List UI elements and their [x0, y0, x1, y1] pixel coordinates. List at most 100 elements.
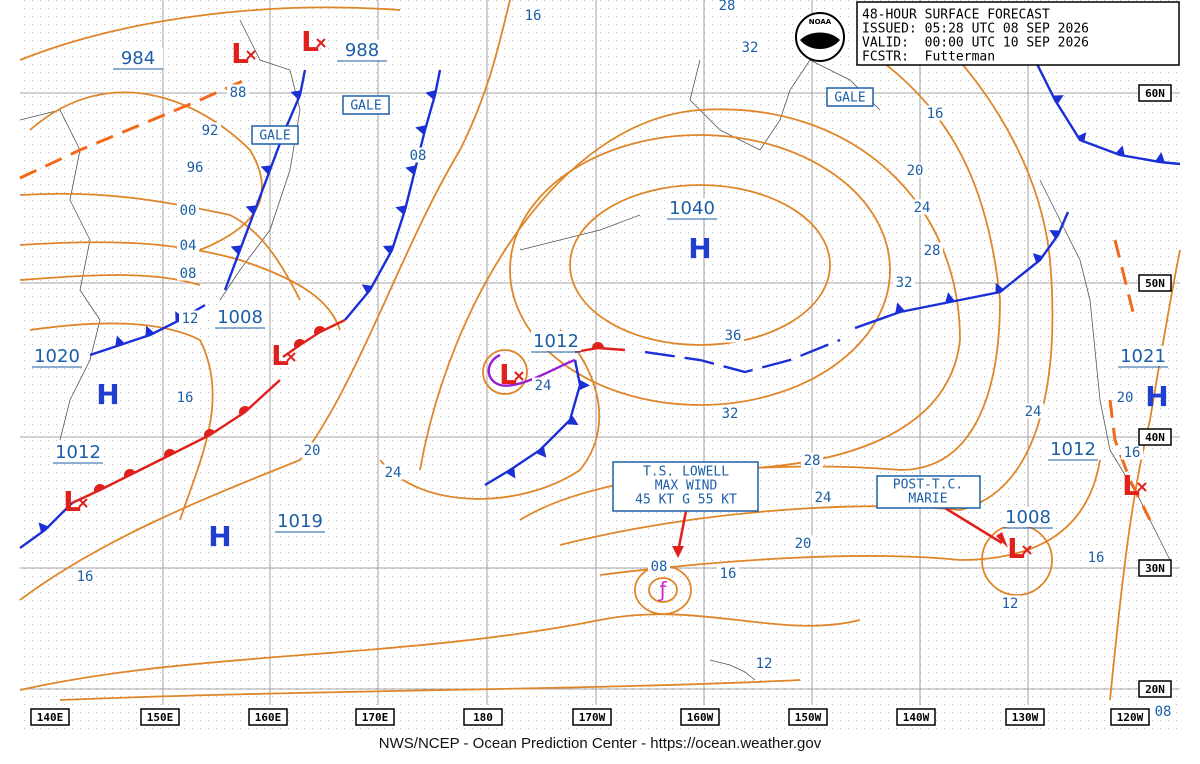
isobar-label-box [1022, 403, 1044, 419]
isobar-label: 16 [720, 566, 737, 582]
isobar-label: 20 [907, 163, 924, 179]
isobar-label: 24 [535, 378, 552, 394]
isobar-label: 28 [804, 453, 821, 469]
gale-warning: GALE [259, 129, 290, 144]
longitude-label-box [30, 708, 70, 726]
center-cross [514, 371, 524, 381]
center-cross [286, 352, 296, 362]
longitude-label: 160E [255, 711, 282, 724]
isobar-label-box [174, 389, 196, 405]
pressure-center: H [208, 520, 231, 553]
center-cross [316, 38, 326, 48]
isobar-label: 12 [1002, 596, 1019, 612]
isobar-label-box [911, 199, 933, 215]
longitude-label: 120W [1117, 711, 1144, 724]
isobar-label-box [722, 327, 744, 343]
isobar-label-box [179, 310, 201, 326]
isobar-label: 24 [914, 200, 931, 216]
isobar-label-box [753, 655, 775, 671]
isobar-label: 32 [722, 406, 739, 422]
pressure-center: H [1145, 380, 1168, 413]
fronts [19, 59, 1181, 549]
cold-front [344, 69, 442, 321]
storm-boxes: T.S. LOWELL MAX WIND 45 KT G 55 KT POST-… [612, 461, 981, 512]
pressure-value-box [32, 346, 82, 366]
isobar [19, 6, 401, 61]
isobar-label-box [801, 452, 823, 468]
isobar-label-box [648, 558, 670, 574]
isobar [648, 577, 678, 603]
isobar-label: 32 [896, 275, 913, 291]
isobar-label: 28 [924, 243, 941, 259]
isobar [19, 0, 511, 601]
isobar [482, 349, 528, 395]
longitude-label-box [248, 708, 288, 726]
logo-text: NOAA [809, 18, 832, 26]
pressure-center: L [231, 37, 249, 70]
isobar-label: 16 [177, 390, 194, 406]
isobar-label-box [74, 568, 96, 584]
pressure-value: 1040 [669, 198, 715, 219]
pressure-value-box [667, 198, 717, 218]
isobar-label-box [999, 595, 1021, 611]
gale-warning: GALE [350, 99, 381, 114]
footer: NWS/NCEP - Ocean Prediction Center - htt… [379, 735, 822, 752]
pressure-center: L [301, 25, 319, 58]
pressure-center: L [499, 358, 517, 391]
warm-front [574, 342, 626, 354]
isobar-label-box [924, 105, 946, 121]
center-cross [1022, 545, 1032, 555]
isobar-label: 20 [795, 536, 812, 552]
isobar-label-box [921, 242, 943, 258]
isobar [569, 184, 831, 346]
island-chain [709, 659, 756, 681]
longitude-label: 150E [147, 711, 174, 724]
labels: 16 28 32 88 92 96 08 00 04 08 12 16 20 24 24 36 32 28 24 20… [30, 0, 1174, 726]
storm-text: MARIE [908, 492, 947, 507]
pressure-center: L [63, 485, 81, 518]
longitude-label: 140W [903, 711, 930, 724]
isobar-label-box [1085, 549, 1107, 565]
isobar [599, 459, 1101, 576]
isobar-label: 08 [1155, 704, 1172, 720]
isobar-label-box [1152, 703, 1174, 719]
isobar-label: 24 [385, 465, 402, 481]
logo-bird [800, 32, 840, 49]
cold-front [854, 211, 1070, 330]
map-background [20, 0, 1180, 730]
isobar [19, 274, 201, 286]
cold-front [1033, 59, 1181, 166]
longitude-label: 170W [579, 711, 606, 724]
header-line: ISSUED: 05:28 UTC 08 SEP 2026 [862, 22, 1089, 37]
longitude-label-box [1110, 708, 1150, 726]
isobar-label-box [739, 39, 761, 55]
pressure-value: 1019 [277, 511, 323, 532]
longitude-label: 180 [473, 711, 493, 724]
cold-front [19, 502, 73, 549]
isobar-label-box [199, 122, 221, 138]
gale-warning-box [826, 87, 874, 107]
isobar-label-box [904, 162, 926, 178]
longitude-label-box [788, 708, 828, 726]
storm-text: 45 KT G 55 KT [635, 493, 737, 508]
isobar-label-box [301, 442, 323, 458]
longitude-label: 170E [362, 711, 389, 724]
header-line: 48-HOUR SURFACE FORECAST [862, 8, 1050, 23]
pressure-value: 1012 [1050, 439, 1096, 460]
header-line: VALID: 00:00 UTC 10 SEP 2026 [862, 36, 1089, 51]
longitude-label-box [896, 708, 936, 726]
pressure-value-box [1048, 439, 1098, 459]
arrow [944, 506, 1003, 545]
isobar-label: 00 [180, 203, 197, 219]
latitude-label-box [1138, 680, 1172, 698]
warm-front [71, 379, 281, 505]
isobar [419, 108, 961, 471]
stationary-front [644, 338, 841, 374]
latitude-label: 50N [1145, 277, 1165, 290]
trough [19, 78, 246, 180]
isobar-label: 08 [180, 266, 197, 282]
trough [1108, 399, 1152, 521]
isobar-label-box [893, 274, 915, 290]
isobar-label-box [522, 7, 544, 23]
center-cross [1137, 482, 1147, 492]
